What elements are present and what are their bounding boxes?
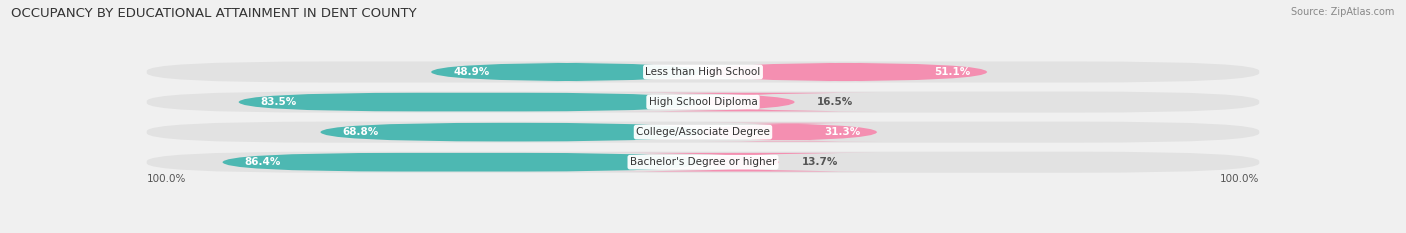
FancyBboxPatch shape bbox=[321, 123, 703, 141]
FancyBboxPatch shape bbox=[222, 153, 703, 171]
Text: 68.8%: 68.8% bbox=[343, 127, 378, 137]
Text: College/Associate Degree: College/Associate Degree bbox=[636, 127, 770, 137]
Text: Bachelor's Degree or higher: Bachelor's Degree or higher bbox=[630, 157, 776, 167]
FancyBboxPatch shape bbox=[602, 153, 882, 171]
FancyBboxPatch shape bbox=[146, 92, 1260, 113]
FancyBboxPatch shape bbox=[146, 152, 1260, 173]
Text: 86.4%: 86.4% bbox=[245, 157, 281, 167]
Text: 13.7%: 13.7% bbox=[801, 157, 838, 167]
FancyBboxPatch shape bbox=[699, 123, 882, 141]
Text: High School Diploma: High School Diploma bbox=[648, 97, 758, 107]
FancyBboxPatch shape bbox=[146, 122, 1260, 143]
Text: 31.3%: 31.3% bbox=[824, 127, 860, 137]
Text: 83.5%: 83.5% bbox=[260, 97, 297, 107]
Text: 16.5%: 16.5% bbox=[817, 97, 853, 107]
Text: 100.0%: 100.0% bbox=[146, 174, 186, 184]
FancyBboxPatch shape bbox=[239, 93, 703, 111]
Text: 51.1%: 51.1% bbox=[935, 67, 970, 77]
Text: 48.9%: 48.9% bbox=[453, 67, 489, 77]
Text: Less than High School: Less than High School bbox=[645, 67, 761, 77]
Text: OCCUPANCY BY EDUCATIONAL ATTAINMENT IN DENT COUNTY: OCCUPANCY BY EDUCATIONAL ATTAINMENT IN D… bbox=[11, 7, 416, 20]
Text: 100.0%: 100.0% bbox=[1220, 174, 1260, 184]
FancyBboxPatch shape bbox=[432, 63, 703, 81]
Text: Source: ZipAtlas.com: Source: ZipAtlas.com bbox=[1291, 7, 1395, 17]
FancyBboxPatch shape bbox=[617, 93, 882, 111]
FancyBboxPatch shape bbox=[146, 62, 1260, 82]
FancyBboxPatch shape bbox=[703, 63, 987, 81]
